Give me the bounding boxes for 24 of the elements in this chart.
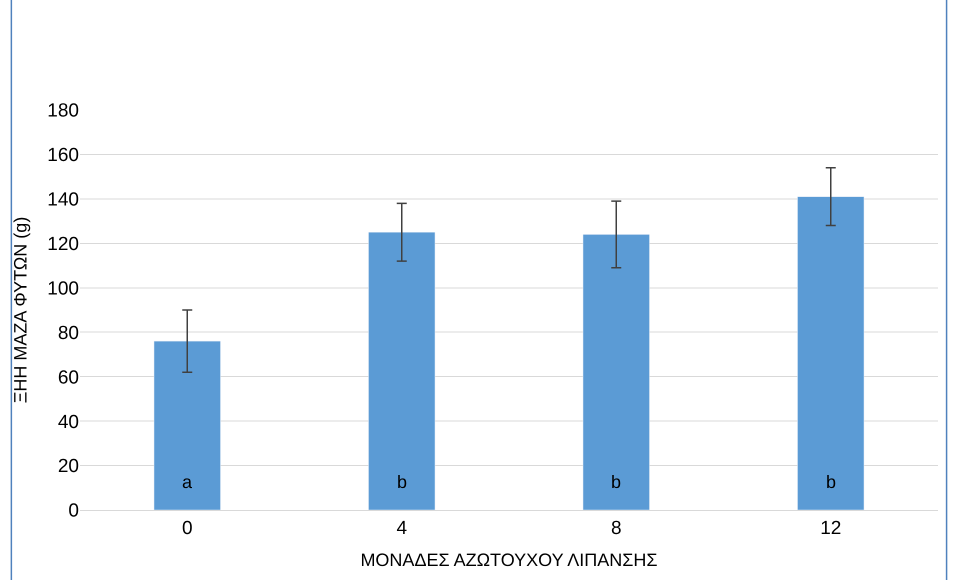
bar: [797, 196, 864, 510]
annotation: b: [611, 472, 622, 492]
y-tick-label: 180: [47, 100, 79, 122]
annotation: b: [397, 472, 408, 492]
y-tick-label: 120: [47, 234, 79, 255]
y-tick-label: 0: [68, 500, 79, 522]
x-tick-label: 12: [820, 518, 842, 539]
y-tick-label: 20: [58, 456, 79, 478]
y-tick-label: 40: [58, 412, 79, 433]
y-tick-label: 140: [47, 190, 79, 211]
y-axis-title: ΞΗΗ ΜΑΖΑ ΦΥΤΩΝ (g): [10, 216, 30, 404]
y-tick-label: 160: [47, 145, 79, 166]
x-axis-title: ΜΟΝΑΔΕΣ ΑΖΩΤΟΥΧΟΥ ΛΙΠΑΝΣΗΣ: [360, 550, 658, 570]
y-tick-label: 100: [47, 278, 79, 300]
x-tick-label: 0: [182, 518, 193, 539]
y-tick-label: 80: [58, 322, 79, 344]
annotation: b: [826, 472, 836, 492]
annotation: a: [182, 472, 193, 492]
x-tick-label: 8: [610, 518, 622, 539]
x-tick-label: 4: [396, 518, 408, 539]
bar: [582, 234, 650, 510]
bar: [368, 232, 436, 510]
bar: [154, 340, 221, 510]
y-tick-label: 60: [58, 367, 79, 388]
